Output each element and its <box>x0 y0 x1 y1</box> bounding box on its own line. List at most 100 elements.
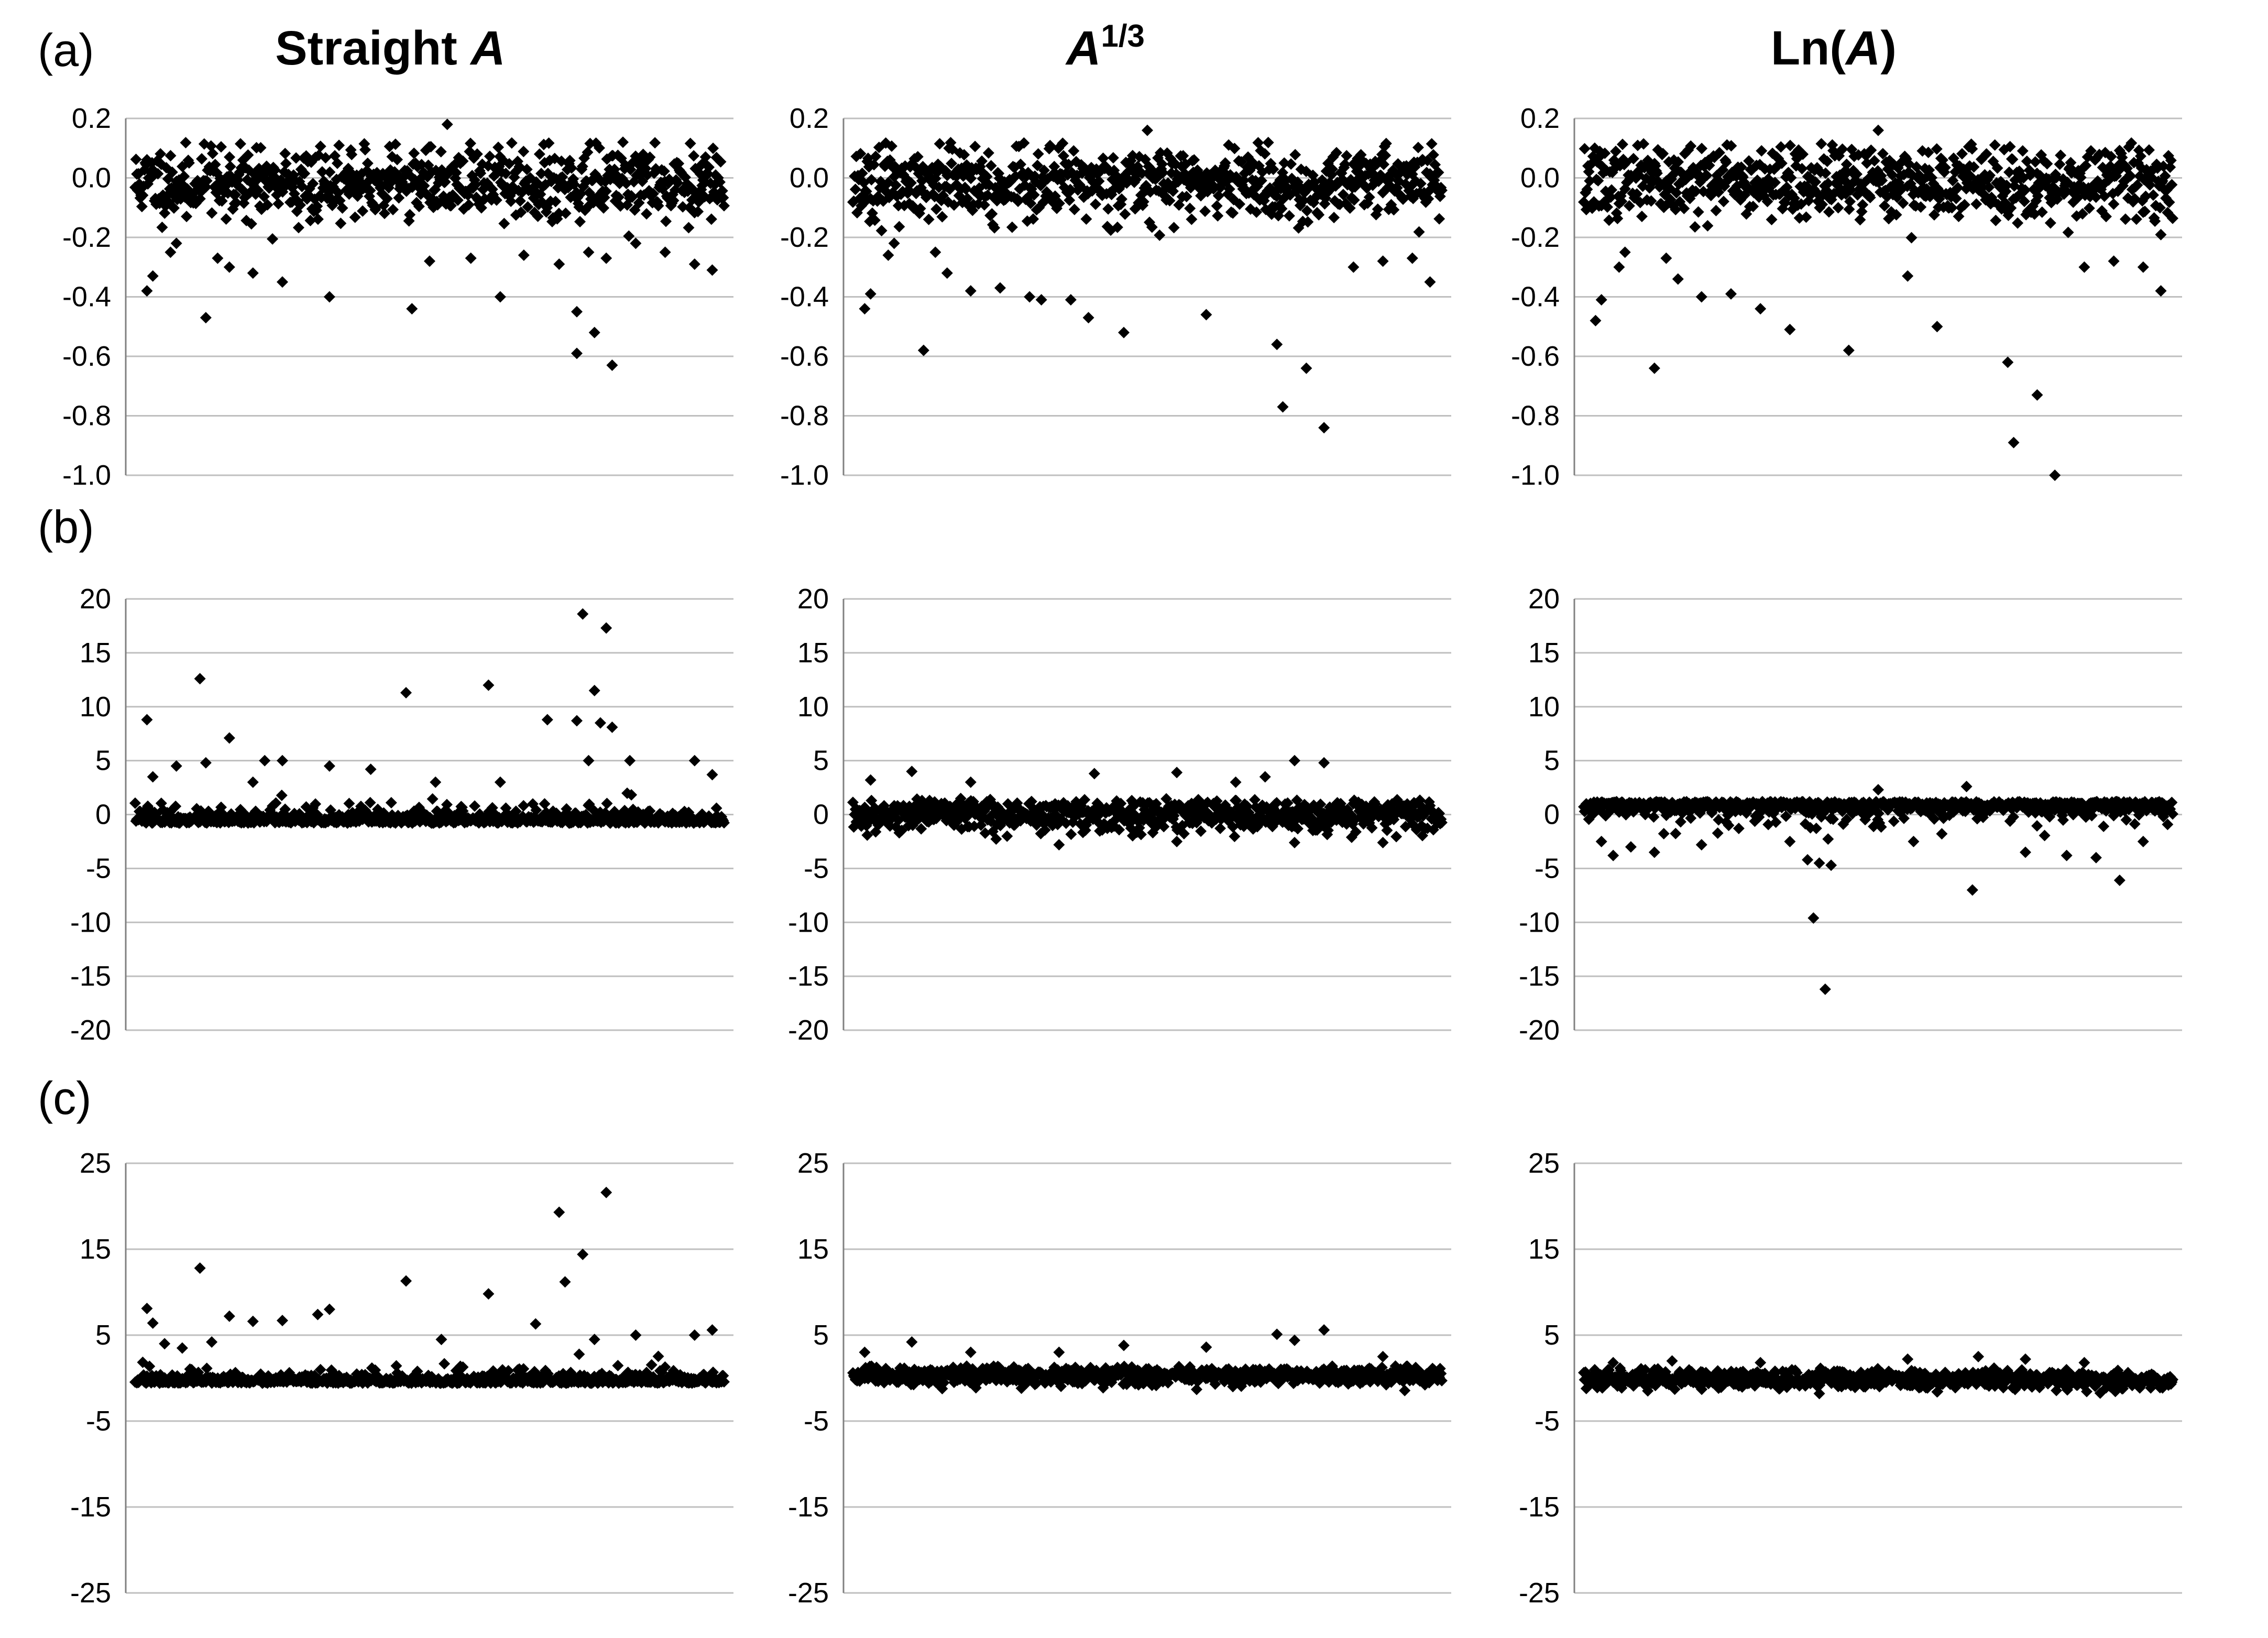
data-point <box>946 158 958 170</box>
data-point <box>381 193 393 205</box>
data-point <box>606 359 618 372</box>
data-point <box>1229 143 1241 155</box>
data-point <box>1088 768 1100 780</box>
data-point <box>1064 194 1076 206</box>
row-label-a: (a) <box>38 24 94 76</box>
data-point <box>515 206 527 219</box>
y-tick-label: -5 <box>86 1405 111 1437</box>
data-point <box>483 679 495 691</box>
data-point <box>583 755 595 767</box>
y-tick-label: 15 <box>1528 637 1560 669</box>
data-point <box>1118 326 1130 338</box>
data-point <box>577 608 589 620</box>
data-point <box>2003 166 2015 178</box>
data-point <box>1068 145 1080 157</box>
data-point <box>912 151 924 163</box>
y-tick-label: -5 <box>804 853 829 884</box>
data-point <box>600 185 612 197</box>
data-point <box>1298 194 1310 206</box>
data-point <box>1843 203 1855 215</box>
data-point <box>1136 167 1148 179</box>
data-point <box>1936 828 1948 840</box>
data-point <box>272 198 284 210</box>
data-point <box>1599 147 1611 159</box>
y-tick-label: -10 <box>1519 907 1560 938</box>
data-point <box>2020 846 2031 858</box>
data-point <box>875 225 888 237</box>
data-point <box>717 192 729 204</box>
data-point <box>1879 200 1891 212</box>
data-point <box>1966 143 1978 155</box>
data-point <box>216 195 228 207</box>
data-point <box>170 237 182 249</box>
y-tick-label: 0.0 <box>1520 162 1560 194</box>
y-tick-label: -0.6 <box>62 341 111 372</box>
data-point <box>1602 201 1614 213</box>
data-point <box>1289 149 1301 161</box>
data-point <box>865 174 878 186</box>
data-point <box>1344 202 1356 214</box>
data-point <box>206 207 218 219</box>
data-point <box>1769 177 1781 189</box>
data-point <box>543 137 555 149</box>
data-point <box>1832 202 1844 214</box>
data-point <box>2124 170 2136 182</box>
data-point <box>378 208 390 220</box>
data-point <box>505 195 517 208</box>
data-point <box>484 150 496 162</box>
data-point <box>1093 175 1105 187</box>
data-point <box>1146 221 1158 233</box>
data-point <box>1931 143 1943 155</box>
data-point <box>247 267 259 279</box>
data-point <box>261 199 273 211</box>
data-point <box>276 789 288 801</box>
data-point <box>2080 159 2092 171</box>
scatter-panel: 0.20.0-0.2-0.4-0.6-0.8-1.0 <box>1511 103 2182 491</box>
data-point <box>2098 820 2110 832</box>
data-point <box>1950 192 1962 204</box>
data-point <box>1171 835 1183 847</box>
y-tick-label: -10 <box>70 907 111 938</box>
data-point <box>1984 169 1996 181</box>
data-point <box>1922 146 1934 158</box>
data-point <box>506 137 518 149</box>
data-point <box>976 155 988 167</box>
data-point <box>1775 141 1787 153</box>
data-point <box>1038 165 1050 177</box>
data-point <box>426 793 439 805</box>
data-point <box>1725 140 1737 152</box>
data-point <box>1595 835 1607 847</box>
data-point <box>1928 209 1940 221</box>
y-tick-label: -5 <box>86 853 111 884</box>
data-point <box>230 196 242 209</box>
data-point <box>1797 148 1809 160</box>
data-point <box>576 160 588 172</box>
data-point <box>684 137 696 149</box>
data-point <box>1766 214 1778 226</box>
data-point <box>2143 144 2155 156</box>
data-point <box>1703 159 1715 171</box>
data-point <box>279 147 291 159</box>
data-point <box>960 183 972 195</box>
data-point <box>224 160 236 172</box>
data-point <box>1347 261 1360 273</box>
data-point <box>312 213 324 225</box>
data-point <box>1378 158 1390 170</box>
data-point <box>2036 206 2048 218</box>
y-tick-label: -20 <box>788 1014 829 1046</box>
data-point <box>393 192 405 204</box>
data-point <box>1627 152 1639 165</box>
data-point <box>2167 212 2178 224</box>
data-point <box>1271 338 1283 351</box>
data-point <box>310 798 322 810</box>
data-point <box>400 687 412 699</box>
data-point <box>1219 157 1231 169</box>
y-tick-label: -0.8 <box>1511 400 1560 432</box>
data-point <box>1958 199 1970 211</box>
data-point <box>183 157 195 169</box>
data-point <box>582 146 594 158</box>
data-point <box>937 190 949 202</box>
data-point <box>630 237 642 249</box>
data-point <box>1613 261 1625 273</box>
column-title-a-cube-root: A1/3 <box>1066 18 1145 75</box>
